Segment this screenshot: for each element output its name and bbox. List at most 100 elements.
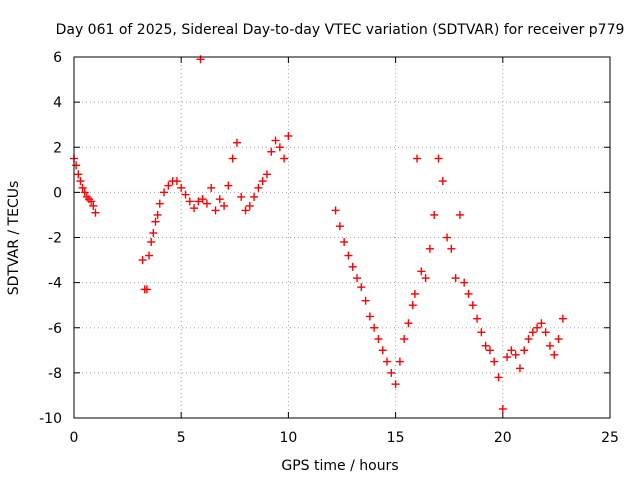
y-tick-label: -6 bbox=[48, 321, 62, 337]
data-point bbox=[344, 251, 353, 260]
data-point bbox=[153, 210, 162, 219]
data-point bbox=[138, 256, 147, 265]
data-point bbox=[335, 222, 344, 231]
data-point bbox=[417, 267, 426, 276]
grid-lines bbox=[74, 57, 610, 418]
data-point bbox=[511, 350, 520, 359]
data-point bbox=[275, 143, 284, 152]
data-point bbox=[357, 283, 366, 292]
data-point bbox=[550, 350, 559, 359]
data-point bbox=[558, 314, 567, 323]
data-point bbox=[258, 177, 267, 186]
data-point bbox=[507, 346, 516, 355]
data-point bbox=[76, 177, 85, 186]
y-tick-label: 4 bbox=[53, 95, 62, 111]
chart-title: Day 061 of 2025, Sidereal Day-to-day VTE… bbox=[56, 22, 625, 38]
data-point bbox=[194, 197, 203, 206]
data-point bbox=[89, 201, 98, 210]
data-point bbox=[473, 314, 482, 323]
data-point bbox=[503, 353, 512, 362]
data-point bbox=[421, 274, 430, 283]
data-point bbox=[545, 341, 554, 350]
y-tick-label: -10 bbox=[39, 411, 62, 427]
x-axis-label: GPS time / hours bbox=[281, 458, 398, 474]
data-point bbox=[515, 364, 524, 373]
data-point bbox=[348, 262, 357, 271]
data-point bbox=[280, 154, 289, 163]
data-point bbox=[224, 181, 233, 190]
data-point bbox=[284, 131, 293, 140]
data-point bbox=[202, 199, 211, 208]
y-tick-label: -2 bbox=[48, 231, 62, 247]
data-point bbox=[185, 197, 194, 206]
data-point bbox=[254, 183, 263, 192]
data-point bbox=[250, 192, 259, 201]
data-point bbox=[374, 335, 383, 344]
data-point bbox=[413, 154, 422, 163]
x-tick-label: 0 bbox=[70, 430, 79, 446]
data-point bbox=[520, 346, 529, 355]
data-point bbox=[447, 244, 456, 253]
data-point bbox=[181, 190, 190, 199]
data-point bbox=[172, 177, 181, 186]
data-point bbox=[460, 278, 469, 287]
data-point bbox=[361, 296, 370, 305]
y-axis-label: SDTVAR / TECUs bbox=[6, 181, 22, 296]
data-point bbox=[142, 285, 151, 294]
data-point bbox=[451, 274, 460, 283]
data-point bbox=[455, 210, 464, 219]
data-point bbox=[177, 183, 186, 192]
data-point bbox=[207, 183, 216, 192]
data-point bbox=[190, 204, 199, 213]
data-point bbox=[400, 335, 409, 344]
data-point bbox=[481, 341, 490, 350]
data-point bbox=[241, 206, 250, 215]
plot-border bbox=[73, 56, 611, 419]
data-point bbox=[477, 328, 486, 337]
data-point bbox=[537, 319, 546, 328]
data-point bbox=[383, 357, 392, 366]
data-points bbox=[70, 55, 567, 413]
data-point bbox=[151, 217, 160, 226]
data-point bbox=[434, 154, 443, 163]
data-point bbox=[228, 154, 237, 163]
data-point bbox=[164, 181, 173, 190]
data-point bbox=[271, 136, 280, 145]
data-point bbox=[494, 373, 503, 382]
data-point bbox=[78, 183, 87, 192]
x-tick-label: 25 bbox=[601, 430, 619, 446]
data-point bbox=[198, 195, 207, 204]
data-point bbox=[430, 210, 439, 219]
data-point bbox=[438, 177, 447, 186]
data-point bbox=[91, 208, 100, 217]
data-point bbox=[395, 357, 404, 366]
data-point bbox=[533, 323, 542, 332]
y-tick-label: -4 bbox=[48, 276, 62, 292]
x-tick-label: 15 bbox=[387, 430, 405, 446]
data-point bbox=[528, 328, 537, 337]
data-point bbox=[391, 380, 400, 389]
data-point bbox=[443, 233, 452, 242]
data-point bbox=[340, 238, 349, 247]
data-point bbox=[147, 238, 156, 247]
data-point bbox=[387, 368, 396, 377]
data-point bbox=[410, 289, 419, 298]
data-point bbox=[554, 335, 563, 344]
data-point bbox=[498, 404, 507, 413]
data-point bbox=[149, 228, 158, 237]
data-point bbox=[237, 192, 246, 201]
data-point bbox=[353, 274, 362, 283]
data-point bbox=[145, 251, 154, 260]
data-point bbox=[490, 357, 499, 366]
y-tick-label: 6 bbox=[53, 50, 62, 66]
data-point bbox=[408, 301, 417, 310]
data-point bbox=[80, 188, 89, 197]
x-tick-label: 10 bbox=[279, 430, 297, 446]
y-tick-label: 0 bbox=[53, 185, 62, 201]
y-tick-label: -8 bbox=[48, 366, 62, 382]
data-point bbox=[196, 55, 205, 64]
data-point bbox=[245, 201, 254, 210]
data-point bbox=[232, 138, 241, 147]
data-point bbox=[72, 161, 81, 170]
